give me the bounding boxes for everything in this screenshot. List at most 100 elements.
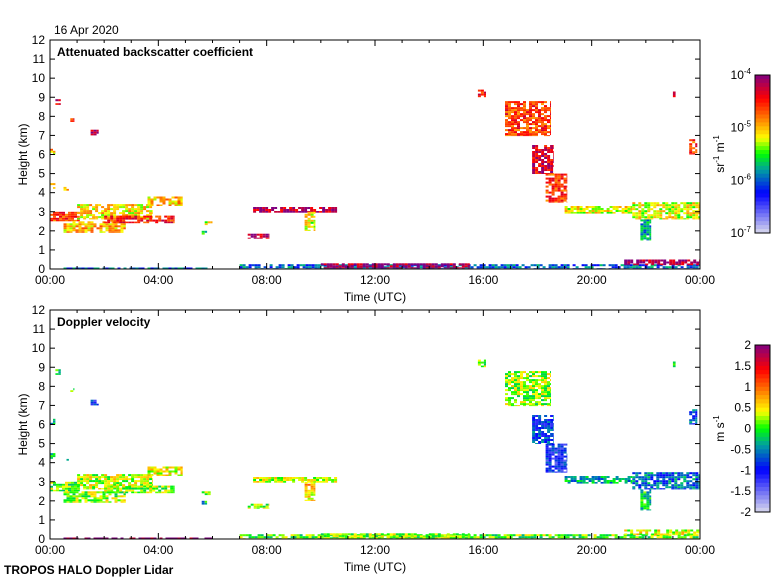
feature-cell (514, 133, 517, 136)
feature-cell (544, 109, 547, 112)
feature-cell (446, 535, 450, 538)
feature-cell (686, 476, 690, 479)
feature-cell (635, 480, 639, 483)
feature-cell (646, 239, 650, 241)
colorbar-segment (755, 114, 770, 119)
feature-cell (541, 167, 545, 169)
feature-cell (347, 537, 351, 539)
feature-cell (671, 488, 675, 490)
feature-cell (58, 99, 61, 102)
feature-cell (677, 218, 681, 220)
feature-cell (410, 267, 414, 269)
feature-cell (71, 483, 74, 486)
feature-cell (526, 127, 529, 130)
feature-cell (547, 135, 550, 137)
feature-cell (111, 225, 115, 228)
feature-cell (398, 537, 402, 539)
feature-cell (695, 413, 698, 416)
feature-cell (665, 484, 669, 487)
feature-cell (304, 227, 308, 230)
feature-cell (508, 405, 511, 407)
feature-cell (563, 173, 567, 176)
feature-cell (627, 208, 631, 210)
feature-cell (53, 455, 56, 458)
feature-cell (87, 537, 91, 539)
feature-cell (122, 487, 126, 490)
feature-cell (698, 482, 700, 485)
feature-cell (557, 173, 561, 176)
feature-cell (63, 223, 67, 226)
feature-cell (618, 206, 622, 208)
feature-cell (473, 536, 477, 539)
feature-cell (646, 219, 650, 222)
x-tick-label: 20:00 (577, 543, 607, 557)
feature-cell (96, 227, 100, 230)
feature-cell (313, 479, 317, 481)
feature-cell (511, 129, 514, 132)
feature-cell (550, 403, 551, 406)
feature-cell (663, 259, 667, 262)
feature-cell (681, 259, 685, 262)
colorbar: 21.510.50-0.5-1-1.5-2m s-1 (712, 338, 771, 519)
feature-cell (535, 111, 538, 114)
feature-cell (137, 214, 141, 217)
feature-cell (526, 391, 529, 394)
feature-cell (365, 265, 369, 268)
feature-cell (551, 465, 555, 468)
feature-cell (553, 159, 554, 161)
feature-cell (90, 493, 94, 496)
feature-cell (122, 217, 126, 220)
feature-cell (677, 476, 681, 479)
feature-cell (539, 534, 543, 537)
feature-cell (250, 503, 254, 506)
feature-cell (173, 491, 175, 494)
feature-cell (696, 263, 700, 266)
feature-cell (698, 212, 700, 215)
feature-cell (125, 221, 129, 224)
feature-cell (149, 485, 153, 488)
feature-cell (262, 235, 266, 238)
feature-cell (120, 231, 124, 233)
feature-cell (263, 266, 267, 269)
feature-cell (50, 213, 53, 216)
feature-cell (547, 127, 550, 130)
feature-cell (204, 267, 208, 269)
feature-cell (144, 537, 148, 539)
feature-cell (654, 531, 658, 534)
feature-cell (53, 152, 56, 155)
feature-cell (538, 393, 541, 396)
feature-cell (247, 233, 251, 236)
feature-cell (505, 397, 508, 400)
feature-cell (548, 195, 552, 198)
feature-cell (689, 421, 693, 424)
feature-cell (338, 533, 342, 536)
feature-cell (137, 474, 141, 477)
feature-cell (526, 389, 529, 392)
feature-cell (544, 387, 547, 390)
feature-cell (526, 113, 529, 116)
feature-cell (630, 206, 633, 208)
feature-cell (59, 211, 62, 214)
feature-cell (606, 482, 610, 484)
feature-cell (630, 476, 633, 478)
feature-cell (65, 213, 68, 216)
colorbar-segment (755, 138, 770, 143)
feature-cell (560, 443, 564, 446)
feature-cell (567, 208, 571, 210)
feature-cell (116, 204, 120, 207)
feature-cell (517, 109, 520, 112)
feature-cell (545, 445, 549, 448)
feature-cell (526, 119, 529, 122)
feature-cell (649, 237, 652, 240)
feature-cell (123, 493, 126, 496)
feature-cell (538, 403, 541, 406)
feature-cell (515, 534, 519, 537)
feature-cell (356, 535, 360, 538)
feature-cell (692, 482, 696, 485)
feature-cell (689, 202, 693, 205)
feature-cell (570, 206, 574, 208)
feature-cell (550, 133, 551, 136)
feature-cell (59, 217, 62, 220)
feature-cell (573, 208, 577, 210)
feature-cell (554, 199, 558, 202)
